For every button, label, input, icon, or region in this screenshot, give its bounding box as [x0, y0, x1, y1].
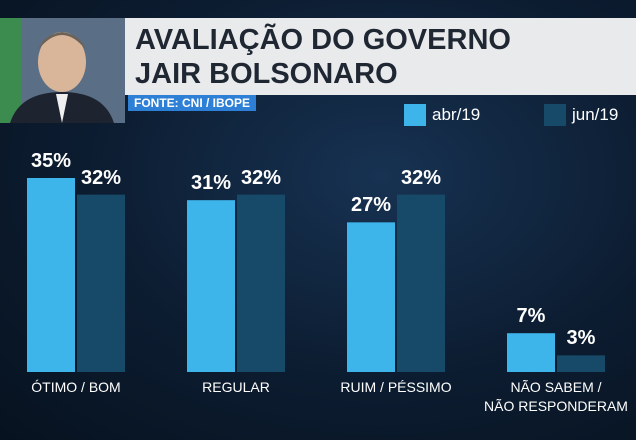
value-label: 32% [80, 166, 122, 189]
bar [347, 222, 395, 372]
value-label: 32% [240, 166, 282, 189]
bar [237, 194, 285, 372]
legend-swatch [544, 104, 566, 126]
bar [77, 194, 125, 372]
x-tick-label: RUIM / PÉSSIMO [340, 379, 452, 395]
value-label: 3% [566, 327, 596, 350]
legend-swatch [404, 104, 426, 126]
source: FONTE: CNI / IBOPE [128, 95, 257, 111]
bar [397, 194, 445, 372]
value-label: 32% [400, 166, 442, 189]
x-tick-label: ÓTIMO / BOM [31, 379, 121, 395]
legend-label: abr/19 [432, 105, 481, 124]
chart-title: AVALIAÇÃO DO GOVERNO JAIR BOLSONARO [125, 18, 636, 95]
x-tick-label: NÃO SABEM / NÃO RESPONDERAM [484, 379, 628, 414]
bar [507, 333, 555, 372]
photo [0, 18, 125, 123]
bar [557, 355, 605, 372]
value-label: 35% [30, 150, 72, 172]
x-tick-label: REGULAR [202, 379, 270, 395]
value-label: 27% [350, 194, 392, 217]
value-label: 7% [516, 305, 546, 328]
bar [187, 200, 235, 372]
legend-label: jun/19 [572, 105, 619, 124]
value-label: 31% [190, 172, 232, 195]
bar [27, 178, 75, 372]
